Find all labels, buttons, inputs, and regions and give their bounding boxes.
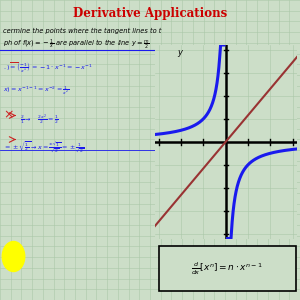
Text: $.) = \left(\frac{-1}{x^1}\right) = -1\cdot x^{-1} = -x^{-1}$: $.) = \left(\frac{-1}{x^1}\right) = -1\c… [3, 60, 93, 74]
Ellipse shape [2, 242, 25, 272]
Text: $\frac{d}{dx}[x^n] = n \cdot x^{n-1}$: $\frac{d}{dx}[x^n] = n \cdot x^{n-1}$ [191, 260, 263, 277]
Text: $= \pm\sqrt{\frac{1}{2}} \rightarrow x = \frac{\pm\sqrt{1}}{\sqrt{2}} = \pm\frac: $= \pm\sqrt{\frac{1}{2}} \rightarrow x =… [3, 140, 85, 155]
Text: $\overline{\quad\,}$: $\overline{\quad\,}$ [9, 60, 18, 65]
FancyBboxPatch shape [159, 246, 296, 291]
Text: Derivative Applications: Derivative Applications [73, 8, 227, 20]
Text: $\times$: $\times$ [3, 109, 14, 122]
Text: $\frac{2}{1} \rightarrow \quad \frac{2x^2}{2} = \frac{1}{2}$: $\frac{2}{1} \rightarrow \quad \frac{2x^… [20, 112, 58, 127]
Text: ph of $f(x) = -\frac{1}{x}$ are parallel to the line $y = \frac{m}{2}$: ph of $f(x) = -\frac{1}{x}$ are parallel… [3, 38, 150, 52]
Text: cermine the points where the tangent lines to t: cermine the points where the tangent lin… [3, 28, 161, 34]
Text: $x) = x^{-1-1} = x^{-2} = \frac{1}{x^2}$: $x) = x^{-1-1} = x^{-2} = \frac{1}{x^2}$ [3, 84, 70, 97]
Text: y: y [178, 48, 183, 57]
